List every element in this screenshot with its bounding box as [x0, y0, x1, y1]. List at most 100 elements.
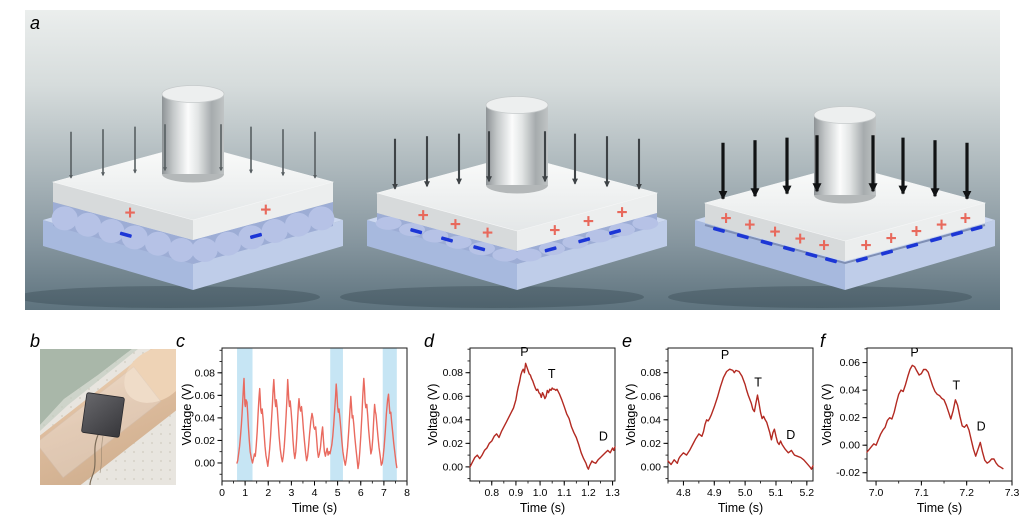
positive-charge: +	[482, 223, 493, 244]
positive-charge: +	[818, 235, 829, 256]
svg-text:Time (s): Time (s)	[520, 501, 565, 515]
negative-charge	[880, 249, 894, 256]
positive-charge: +	[960, 208, 971, 229]
wrist-photo-illustration	[40, 349, 176, 485]
panel-label-f: f	[820, 331, 826, 351]
negative-charge	[824, 257, 838, 264]
negative-charge	[712, 226, 726, 233]
svg-text:0.04: 0.04	[443, 414, 464, 426]
chart-e-plot: 4.8 4.9 5.0 5.1 5.2 0.00 0.02 0.04 0.06 0.08 Time …	[624, 347, 815, 515]
negative-charge	[970, 225, 983, 232]
svg-text:7.0: 7.0	[869, 487, 884, 499]
svg-text:0: 0	[219, 487, 225, 499]
svg-text:1.2: 1.2	[581, 487, 596, 499]
negative-charge	[855, 256, 868, 263]
svg-text:0.04: 0.04	[840, 385, 861, 397]
device-stage-2: + + + + + +	[340, 96, 667, 308]
svg-text:5.1: 5.1	[769, 487, 784, 499]
svg-text:5.2: 5.2	[800, 487, 815, 499]
press-cylinder	[486, 105, 548, 185]
negative-charge	[249, 232, 263, 239]
press-cylinder	[814, 115, 876, 195]
panel-a-pressure-mechanism: + + + + + + + + + + + + + + + + + +	[25, 10, 1000, 310]
svg-text:Time (s): Time (s)	[917, 501, 962, 515]
panel-a-canvas: + + + + + + + + + + + + + + + + + +	[25, 10, 1000, 310]
svg-text:Voltage (V): Voltage (V)	[624, 384, 638, 446]
svg-text:Voltage (V): Voltage (V)	[820, 384, 834, 446]
photo-hand	[124, 349, 176, 403]
negative-charge	[736, 233, 749, 240]
svg-text:0.08: 0.08	[195, 367, 216, 379]
negative-charge	[119, 231, 132, 238]
positive-charge: +	[911, 222, 922, 243]
svg-text:3: 3	[288, 487, 294, 499]
negative-charge	[544, 246, 557, 253]
positive-charge: +	[260, 200, 271, 221]
svg-text:Voltage (V): Voltage (V)	[180, 384, 194, 446]
positive-charge: +	[583, 212, 594, 233]
svg-text:7.2: 7.2	[959, 487, 974, 499]
svg-text:-0.02: -0.02	[836, 467, 860, 479]
svg-text:0.00: 0.00	[641, 461, 662, 473]
svg-text:P: P	[520, 345, 528, 359]
svg-text:7: 7	[381, 487, 387, 499]
svg-text:0.02: 0.02	[443, 438, 464, 450]
svg-text:1.3: 1.3	[605, 487, 620, 499]
svg-text:D: D	[977, 420, 986, 434]
svg-text:P: P	[721, 348, 729, 362]
svg-text:8: 8	[404, 487, 410, 499]
press-cylinder	[162, 94, 224, 174]
svg-text:0.04: 0.04	[195, 412, 216, 424]
svg-text:Voltage (V): Voltage (V)	[426, 384, 440, 446]
svg-text:0.04: 0.04	[641, 414, 662, 426]
svg-text:0.02: 0.02	[641, 438, 662, 450]
svg-text:T: T	[952, 378, 960, 392]
negative-charge	[760, 239, 773, 246]
negative-charge	[440, 236, 454, 243]
svg-text:Time (s): Time (s)	[718, 501, 763, 515]
svg-text:P: P	[910, 345, 918, 359]
negative-charge	[929, 236, 943, 243]
svg-text:4.9: 4.9	[707, 487, 722, 499]
svg-text:Time (s): Time (s)	[292, 501, 337, 515]
positive-charge: +	[418, 206, 429, 227]
svg-text:0.00: 0.00	[195, 457, 216, 469]
negative-charge	[906, 242, 919, 249]
panel-label-d: d	[424, 331, 435, 351]
negative-charge	[410, 228, 423, 235]
device-stage-1: + +	[25, 85, 343, 308]
chart-f-plot: 7.0 7.1 7.2 7.3 -0.02 0.00 0.02 0.04 0.06 Time (s…	[820, 345, 1019, 515]
svg-text:1: 1	[242, 487, 248, 499]
svg-text:0.00: 0.00	[840, 440, 861, 452]
panel-a-scene: + + + + + + + + + + + + + + + + + +	[25, 85, 995, 308]
svg-text:0.06: 0.06	[641, 391, 662, 403]
negative-charge	[782, 245, 796, 252]
negative-charge	[608, 228, 622, 235]
positive-charge: +	[769, 222, 780, 243]
svg-text:T: T	[548, 367, 556, 381]
svg-text:0.08: 0.08	[443, 367, 464, 379]
svg-text:4: 4	[312, 487, 318, 499]
wrist-sensor-photo	[40, 349, 176, 485]
chart-d-plot: 0.8 0.9 1.0 1.1 1.2 1.3 0.00 0.02 0.04 0.06 0.08 Ti…	[426, 345, 620, 515]
panel-label-a: a	[30, 13, 41, 33]
positive-charge: +	[124, 203, 135, 224]
positive-charge: +	[549, 221, 560, 242]
svg-text:6: 6	[358, 487, 364, 499]
svg-text:1.0: 1.0	[533, 487, 548, 499]
photo-sensor-wire	[89, 434, 99, 485]
svg-text:7.1: 7.1	[914, 487, 929, 499]
panel-label-b: b	[30, 331, 41, 351]
chart-e-single-pulse: 4.8 4.9 5.0 5.1 5.2 0.00 0.02 0.04 0.06 0.08 Time …	[624, 335, 824, 518]
svg-text:D: D	[786, 428, 795, 442]
svg-text:0.02: 0.02	[840, 412, 861, 424]
svg-text:4.8: 4.8	[676, 487, 691, 499]
positive-charge: +	[616, 203, 627, 224]
svg-text:0.8: 0.8	[484, 487, 499, 499]
positive-charge: +	[720, 209, 731, 230]
svg-text:1.1: 1.1	[557, 487, 572, 499]
positive-charge: +	[860, 235, 871, 256]
svg-text:0.00: 0.00	[443, 461, 464, 473]
positive-charge: +	[886, 228, 897, 249]
svg-text:5: 5	[335, 487, 341, 499]
